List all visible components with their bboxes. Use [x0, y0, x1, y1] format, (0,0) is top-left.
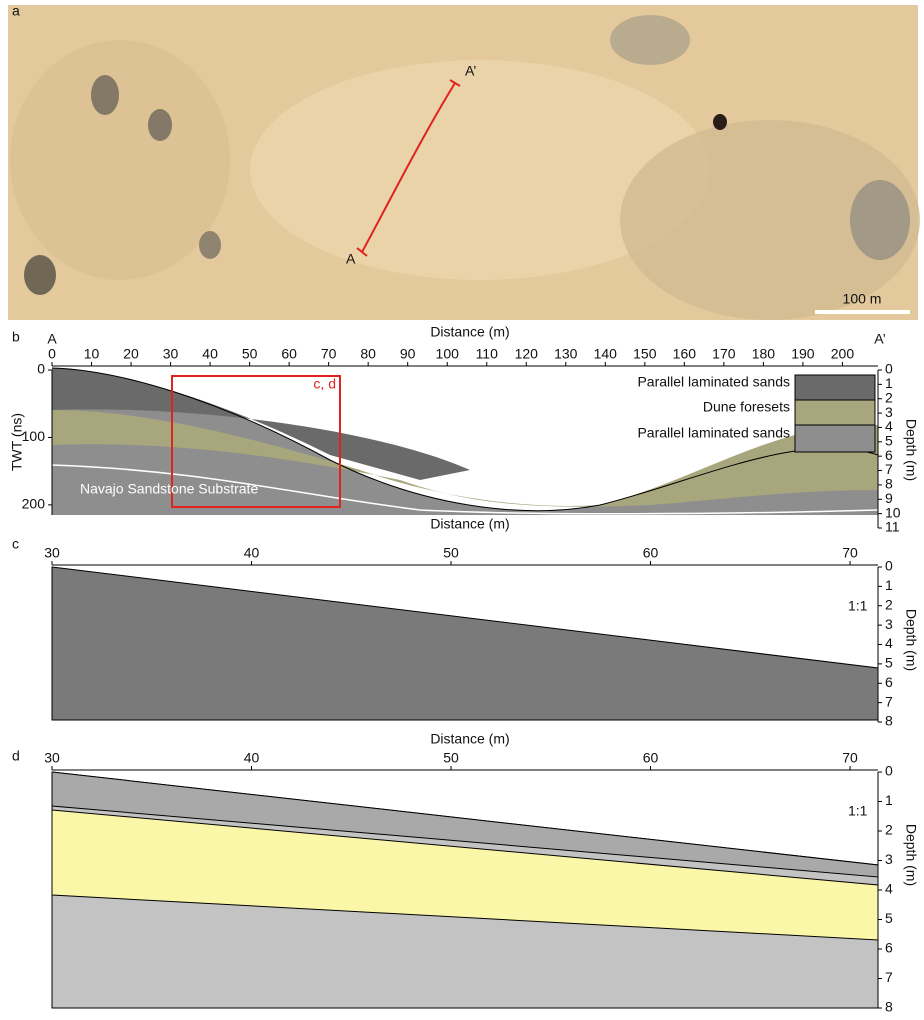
annotation: Navajo Sandstone Substrate [80, 481, 258, 497]
x-tick-label: 50 [443, 750, 459, 766]
x-tick-label: 190 [791, 346, 815, 362]
scale-note: 1:1 [848, 598, 868, 614]
panel-label: d [12, 748, 20, 764]
x-tick-label: 10 [84, 346, 100, 362]
x-tick-label: 40 [202, 346, 218, 362]
y-tick-label: 7 [885, 969, 893, 985]
y-tick-label: 1 [885, 792, 893, 808]
legend-label: Dune foresets [703, 399, 790, 415]
legend-label: Parallel laminated sands [637, 374, 790, 390]
end-label: A [47, 331, 57, 347]
x-tick-label: 50 [443, 545, 459, 561]
panel-label: c [12, 536, 19, 552]
panel-label: b [12, 329, 20, 345]
y-tick-label: 1 [885, 375, 893, 391]
x-tick-label: 60 [281, 346, 297, 362]
y-tick-label: 8 [885, 476, 893, 492]
y-tick-label: 5 [885, 433, 893, 449]
y-tick-label: 1 [885, 577, 893, 593]
y-tick-label: 2 [885, 822, 893, 838]
y-tick-label: 5 [885, 655, 893, 671]
y-tick-label: 11 [885, 519, 900, 535]
x-tick-label: 60 [643, 750, 659, 766]
x-axis-title: Distance (m) [430, 516, 509, 532]
y-tick-label: 2 [885, 596, 893, 612]
x-tick-label: 20 [123, 346, 139, 362]
x-tick-label: 70 [842, 750, 858, 766]
y-tick-label: 4 [885, 418, 893, 434]
x-axis-title: Distance (m) [430, 324, 509, 340]
legend-label: Parallel laminated sands [637, 425, 790, 441]
x-tick-label: 80 [360, 346, 376, 362]
y-tick-label: 10 [885, 504, 901, 520]
y-tick-label: 3 [885, 851, 893, 867]
y-tick-label: 0 [885, 763, 893, 779]
x-tick-label: 0 [48, 346, 56, 362]
x-tick-label: 200 [831, 346, 855, 362]
y-tick-label: 0 [885, 361, 893, 377]
y-tick-label: 7 [885, 693, 893, 709]
y-tick-label: 200 [22, 496, 46, 512]
x-tick-label: 30 [163, 346, 179, 362]
y2-axis-title: Depth (m) [903, 824, 919, 886]
point-label: A’ [465, 63, 476, 79]
y-tick-label: 6 [885, 674, 893, 690]
y-tick-label: 100 [22, 428, 46, 444]
x-tick-label: 30 [44, 545, 60, 561]
x-tick-label: 170 [712, 346, 736, 362]
y-tick-label: 5 [885, 910, 893, 926]
y-tick-label: 0 [885, 558, 893, 574]
box-label: c, d [313, 376, 336, 392]
scale-note: 1:1 [848, 803, 868, 819]
x-tick-label: 60 [643, 545, 659, 561]
x-tick-label: 140 [594, 346, 618, 362]
y-axis-title: TWT (ns) [9, 413, 25, 471]
y-tick-label: 9 [885, 490, 893, 506]
y-tick-label: 8 [885, 999, 893, 1015]
y2-axis-title: Depth (m) [903, 609, 919, 671]
x-tick-label: 40 [244, 750, 260, 766]
y-tick-label: 4 [885, 635, 893, 651]
y-tick-label: 7 [885, 461, 893, 477]
y2-axis-title: Depth (m) [903, 419, 919, 481]
x-tick-label: 70 [842, 545, 858, 561]
y-tick-label: 3 [885, 616, 893, 632]
x-tick-label: 40 [244, 545, 260, 561]
x-tick-label: 180 [752, 346, 776, 362]
x-tick-label: 120 [515, 346, 539, 362]
y-tick-label: 2 [885, 389, 893, 405]
interpretation [51, 771, 879, 1009]
y-tick-label: 4 [885, 881, 893, 897]
x-tick-label: 50 [242, 346, 258, 362]
x-tick-label: 100 [436, 346, 460, 362]
point-label: A [346, 251, 356, 267]
y-tick-label: 8 [885, 713, 893, 729]
y-tick-label: 6 [885, 940, 893, 956]
x-tick-label: 30 [44, 750, 60, 766]
scale-label: 100 m [843, 291, 882, 307]
x-tick-label: 150 [633, 346, 657, 362]
x-tick-label: 110 [476, 346, 499, 362]
x-tick-label: 160 [673, 346, 697, 362]
x-tick-label: 90 [400, 346, 416, 362]
gpr-profile [51, 367, 879, 515]
x-axis-title: Distance (m) [430, 731, 509, 747]
y-tick-label: 0 [37, 361, 45, 377]
x-tick-label: 130 [554, 346, 578, 362]
panel-label: a [12, 3, 20, 19]
x-tick-label: 70 [321, 346, 337, 362]
aerial-image [8, 5, 920, 320]
end-label: A’ [874, 331, 885, 347]
gpr-closeup [51, 566, 879, 721]
y-tick-label: 3 [885, 404, 893, 420]
y-tick-label: 6 [885, 447, 893, 463]
